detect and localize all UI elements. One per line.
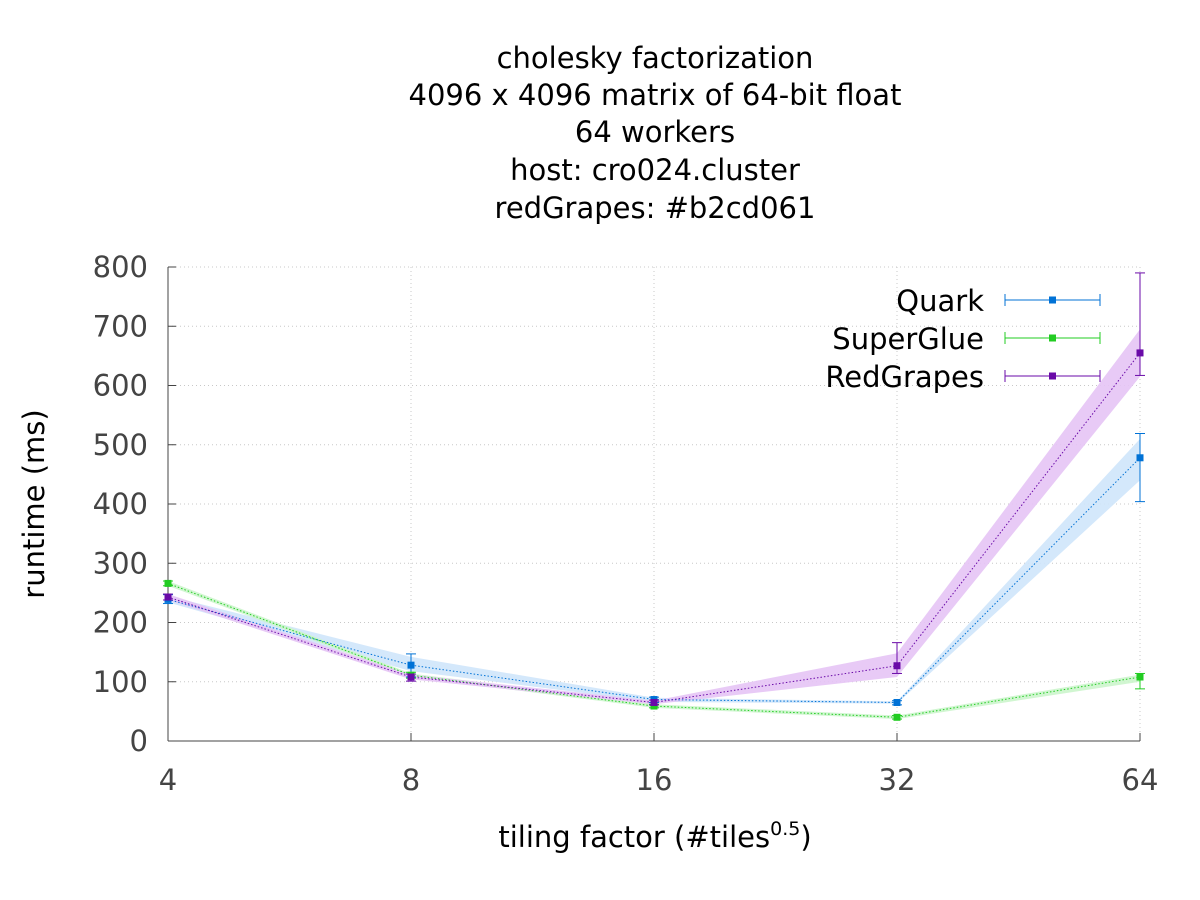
point-superglue [1136, 673, 1144, 681]
axes: 0 100 200 300 400 500 600 700 800 4 8 16 32 64 [93, 250, 1159, 797]
grid [167, 266, 1141, 742]
point-quark [893, 698, 901, 706]
point-redgrapes [407, 673, 415, 681]
legend-label-quark: Quark [896, 284, 984, 318]
y-axis-label: runtime (ms) [17, 409, 51, 599]
y-tick-label: 100 [93, 665, 148, 699]
x-tick-label: 32 [879, 763, 916, 797]
x-tick-label: 4 [159, 763, 177, 797]
title-line-1: cholesky factorization [496, 41, 814, 75]
x-tick-label: 8 [402, 763, 420, 797]
x-tick-label: 16 [636, 763, 673, 797]
y-tick-label: 800 [93, 250, 148, 284]
series-markers [163, 272, 1145, 721]
x-tick-label: 64 [1122, 763, 1159, 797]
point-redgrapes [893, 662, 901, 670]
y-tick-label: 300 [93, 546, 148, 580]
point-redgrapes [164, 593, 172, 601]
point-superglue [164, 579, 172, 587]
legend-marker-redgrapes [1049, 372, 1056, 380]
title-line-3: 64 workers [574, 115, 736, 149]
y-tick-label: 200 [93, 606, 148, 640]
title-line-5: redGrapes: #b2cd061 [494, 191, 816, 225]
legend-label-superglue: SuperGlue [832, 322, 984, 356]
point-superglue [650, 702, 658, 710]
x-axis-label: tiling factor (#tiles0.5) [498, 818, 812, 854]
point-quark [1136, 454, 1144, 462]
point-quark [407, 661, 415, 669]
point-redgrapes [650, 698, 658, 706]
title-line-4: host: cro024.cluster [510, 153, 800, 187]
legend-label-redgrapes: RedGrapes [825, 360, 984, 394]
point-superglue [893, 713, 901, 721]
legend-marker-quark [1049, 296, 1056, 304]
title-line-2: 4096 x 4096 matrix of 64-bit float [408, 78, 902, 112]
y-tick-label: 0 [130, 724, 148, 758]
line-quark [167, 457, 1141, 703]
legend-marker-superglue [1049, 334, 1056, 342]
y-tick-label: 400 [93, 487, 148, 521]
point-redgrapes [1136, 349, 1144, 357]
y-tick-label: 500 [93, 428, 148, 462]
band-redgrapes [168, 329, 1140, 705]
y-tick-label: 700 [93, 309, 148, 343]
y-tick-label: 600 [93, 369, 148, 403]
legend: Quark SuperGlue RedGrapes [825, 284, 1101, 394]
